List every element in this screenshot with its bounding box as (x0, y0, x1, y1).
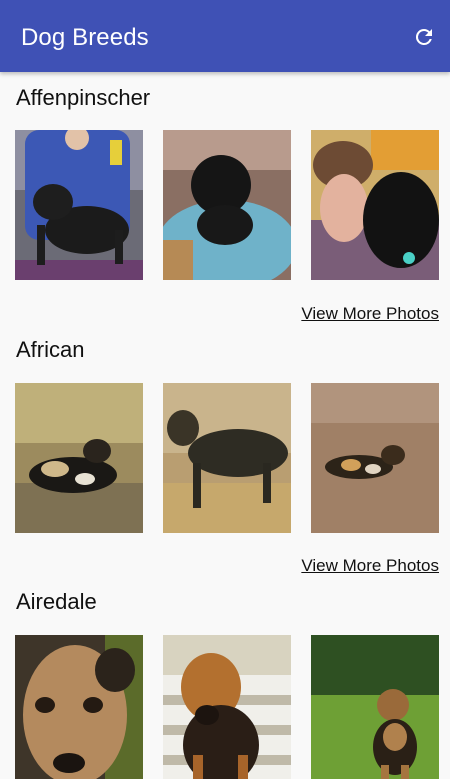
view-more-photos-link[interactable]: View More Photos (301, 556, 439, 575)
breed-photo[interactable] (163, 130, 291, 280)
refresh-button[interactable] (408, 21, 440, 53)
app-title: Dog Breeds (21, 24, 149, 51)
breed-photo[interactable] (311, 383, 439, 533)
breed-title-airedale: Airedale (16, 589, 97, 614)
refresh-icon (415, 28, 432, 45)
breed-photo[interactable] (15, 635, 143, 779)
breed-photo[interactable] (15, 130, 143, 280)
breed-title-affenpinscher: Affenpinscher (16, 85, 151, 110)
view-more-photos-link[interactable]: View More Photos (301, 304, 439, 323)
breed-photo[interactable] (311, 635, 439, 779)
breed-photo[interactable] (15, 383, 143, 533)
app-bar: Dog Breeds (0, 0, 450, 72)
breed-photo[interactable] (311, 130, 439, 280)
breed-photo[interactable] (163, 635, 291, 779)
breed-photo[interactable] (163, 383, 291, 533)
breed-title-african: African (16, 337, 85, 362)
